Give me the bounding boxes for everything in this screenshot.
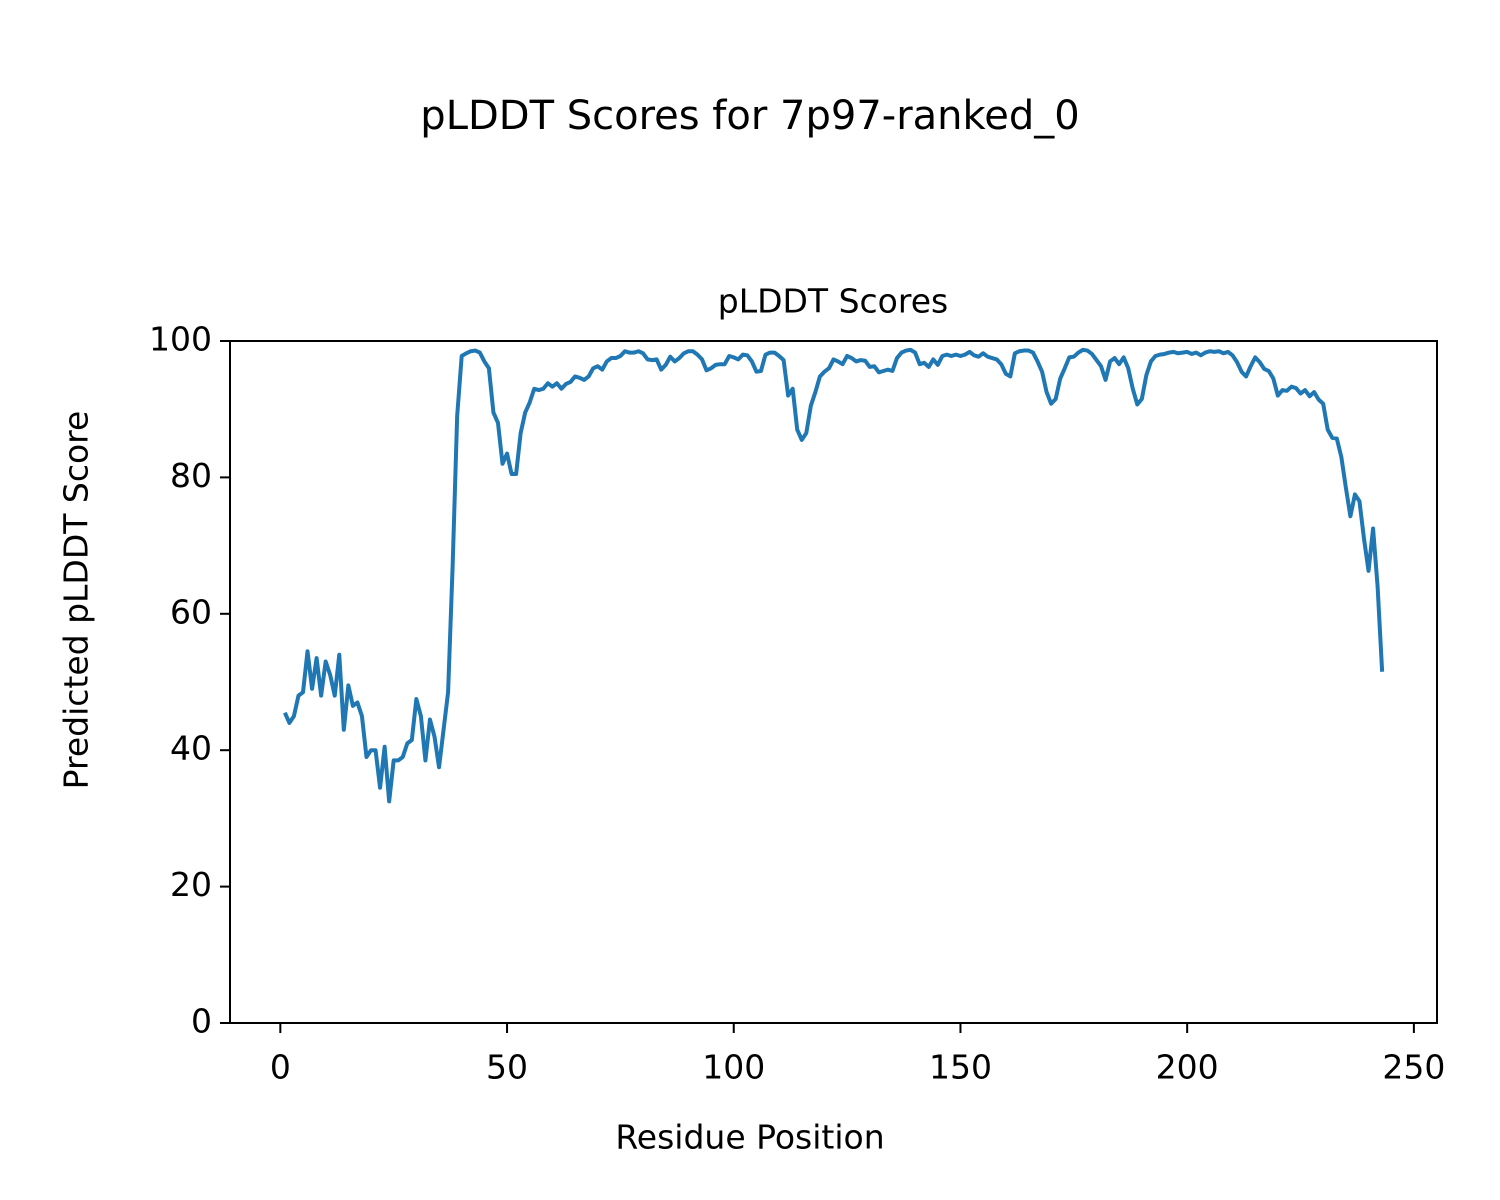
data-line [283, 347, 1385, 804]
x-tick-label: 200 [1156, 1048, 1219, 1087]
x-tick-label: 150 [929, 1048, 992, 1087]
x-axis-label: Residue Position [615, 1118, 884, 1157]
x-tick-label: 100 [702, 1048, 765, 1087]
y-tick-label: 80 [170, 456, 212, 495]
x-tick-label: 0 [270, 1048, 291, 1087]
y-tick-label: 100 [149, 320, 212, 359]
y-tick-label: 0 [191, 1002, 212, 1041]
y-tick-label: 20 [170, 865, 212, 904]
y-tick-label: 40 [170, 729, 212, 768]
x-tick-label: 250 [1382, 1048, 1445, 1087]
figure-title: pLDDT Scores for 7p97-ranked_0 [420, 93, 1079, 139]
plot-frame [229, 340, 1438, 1024]
x-tick-label: 50 [486, 1048, 528, 1087]
y-axis-label: Predicted pLDDT Score [57, 411, 96, 790]
y-tick-label: 60 [170, 592, 212, 631]
axes-title: pLDDT Scores [718, 282, 948, 321]
